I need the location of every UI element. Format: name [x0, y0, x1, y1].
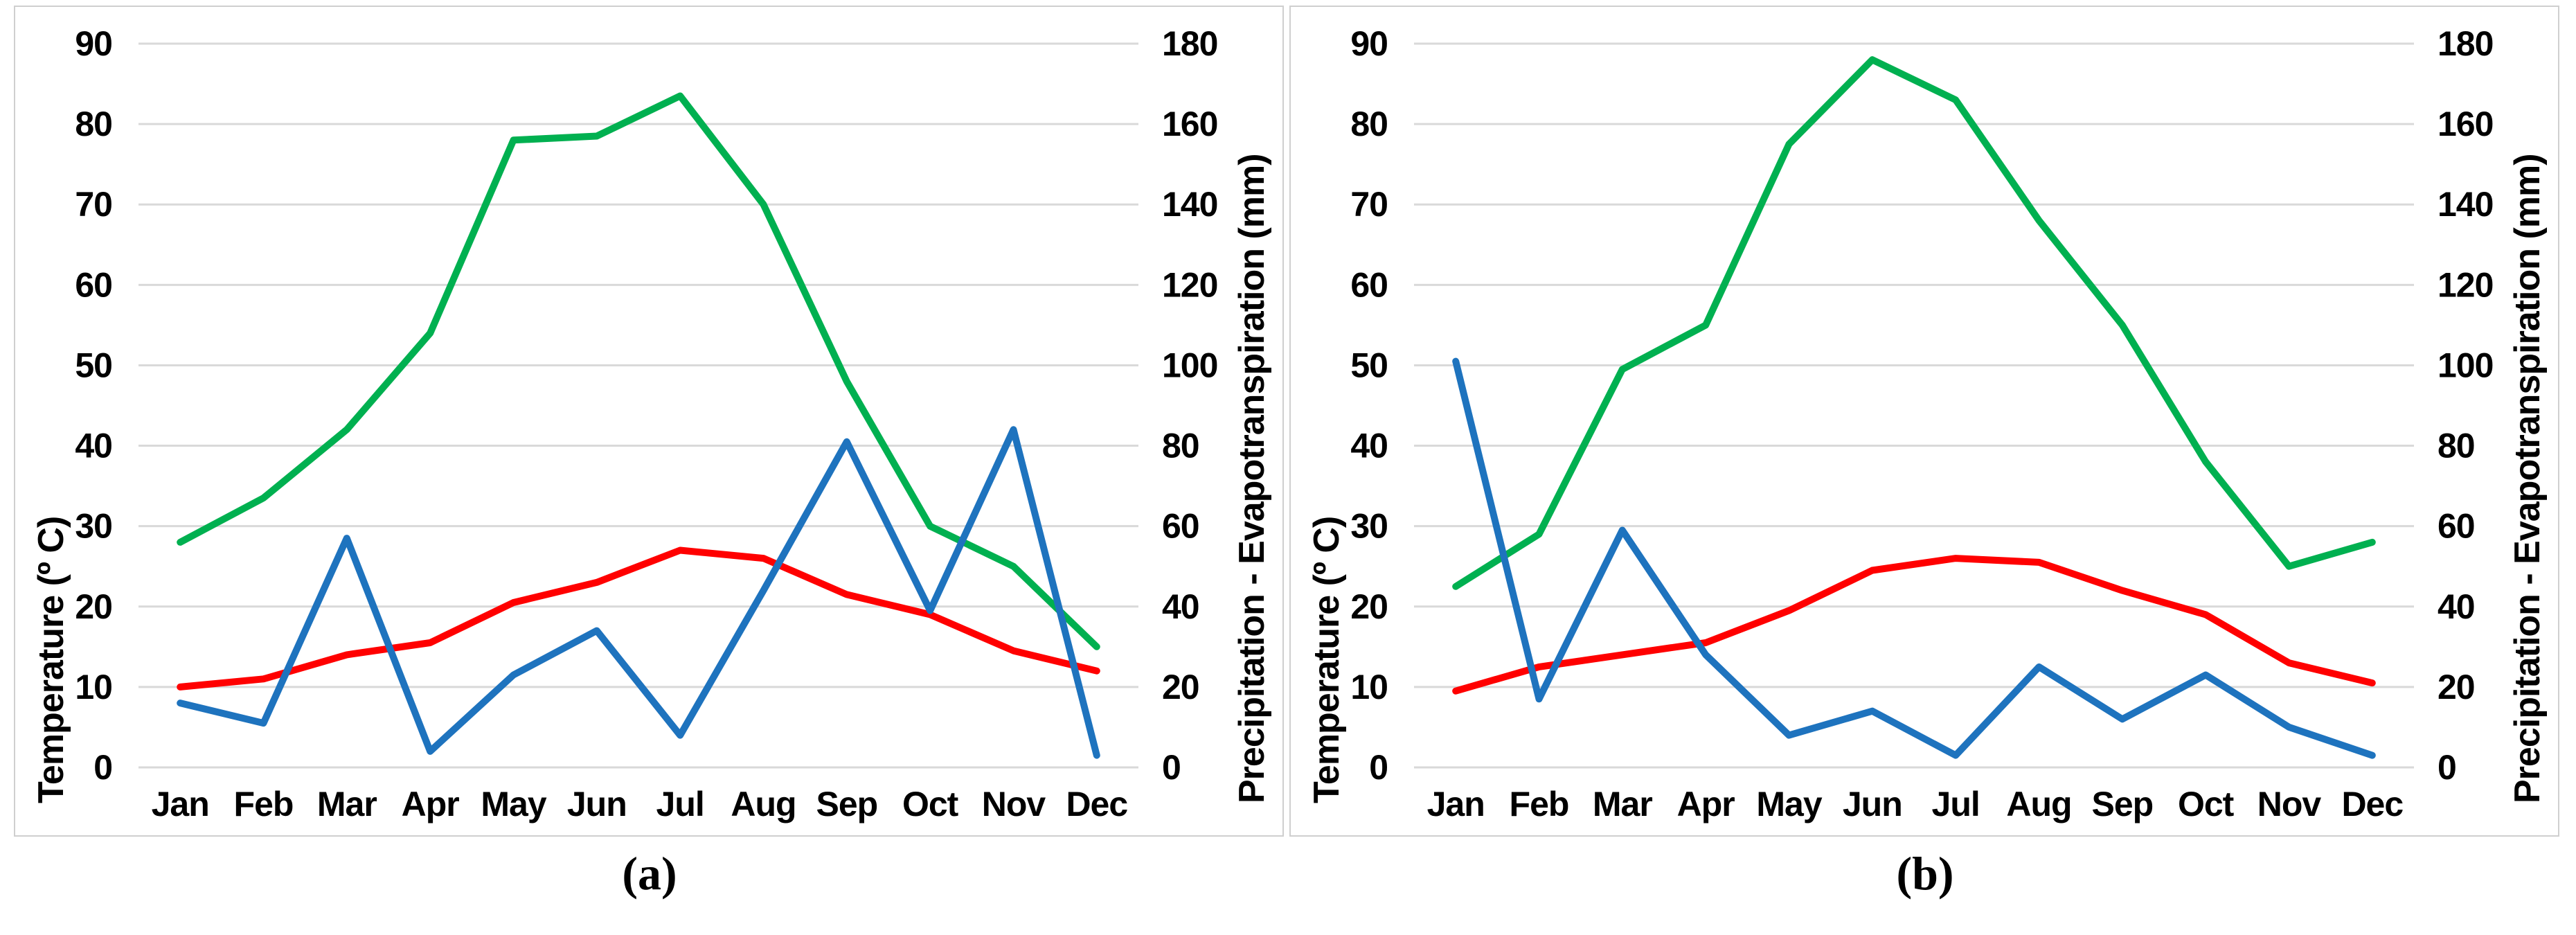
chart-a-left-axis-title: Temperature (º C) — [31, 516, 71, 803]
chart-b-month-Sep: Sep — [2091, 785, 2153, 823]
chart-b-right-tick-0: 0 — [2438, 748, 2456, 787]
chart-b-right-tick-120: 120 — [2438, 265, 2493, 304]
chart-a-left-tick-30: 30 — [75, 507, 112, 546]
chart-b-right-tick-60: 60 — [2438, 507, 2475, 546]
chart-b-month-Aug: Aug — [2006, 785, 2071, 823]
chart-a-right-tick-80: 80 — [1162, 427, 1199, 465]
chart-a-left-tick-90: 90 — [75, 24, 112, 63]
chart-a-month-Jan: Jan — [152, 785, 209, 823]
chart-a-left-tick-20: 20 — [75, 587, 112, 626]
chart-b-series-precipitation-line — [1452, 357, 2376, 759]
chart-a-month-Feb: Feb — [234, 785, 294, 823]
chart-b-month-Feb: Feb — [1510, 785, 1569, 823]
chart-a-month-Sep: Sep — [816, 785, 877, 823]
chart-b-left-tick-30: 30 — [1350, 507, 1388, 546]
chart-b-month-Jun: Jun — [1843, 785, 1902, 823]
chart-a-month-Apr: Apr — [402, 785, 460, 823]
chart-a-left-tick-60: 60 — [75, 265, 112, 304]
chart-b-right-tick-100: 100 — [2438, 346, 2493, 384]
chart-a-right-tick-120: 120 — [1162, 265, 1217, 304]
chart-b-series-evapotranspiration-line — [1452, 56, 2376, 590]
chart-a-right-tick-140: 140 — [1162, 185, 1217, 224]
chart-b-left-tick-0: 0 — [1369, 748, 1388, 787]
chart-a-left-tick-80: 80 — [75, 105, 112, 143]
chart-b-left-tick-50: 50 — [1350, 346, 1388, 384]
chart-a-left-tick-0: 0 — [93, 748, 112, 787]
chart-a-right-axis-title: Precipitation - Evapotranspiration (mm) — [1232, 154, 1272, 803]
chart-b-right-tick-40: 40 — [2438, 587, 2475, 626]
chart-b-month-Dec: Dec — [2341, 785, 2403, 823]
chart-b-left-axis-title: Temperature (º C) — [1307, 516, 1347, 803]
chart-a-series-precipitation-line — [177, 426, 1100, 759]
captions-row: (a) (b) — [0, 839, 2576, 935]
chart-b-left-tick-70: 70 — [1350, 185, 1388, 224]
chart-a-month-Nov: Nov — [982, 785, 1046, 823]
chart-a-left-tick-40: 40 — [75, 427, 112, 465]
chart-a-right-tick-180: 180 — [1162, 24, 1217, 63]
chart-b-month-May: May — [1756, 785, 1822, 823]
chart-b-month-Mar: Mar — [1593, 785, 1652, 823]
chart-a-right-tick-40: 40 — [1162, 587, 1199, 626]
chart-b-month-Jul: Jul — [1932, 785, 1980, 823]
chart-a-right-tick-160: 160 — [1162, 105, 1217, 143]
chart-a-month-Jun: Jun — [567, 785, 627, 823]
chart-b-right-tick-20: 20 — [2438, 668, 2475, 706]
chart-a-month-Oct: Oct — [902, 785, 959, 823]
chart-a-plot: 90 180 80 160 70 140 60 120 50 100 40 80 30 60 20 40 10 2… — [75, 24, 1218, 823]
chart-panel-b: 90 180 80 160 70 140 60 120 50 100 40 80 30 60 20 40 10 2… — [1289, 6, 2559, 837]
chart-a-left-tick-50: 50 — [75, 346, 112, 384]
chart-panel-a: 90 180 80 160 70 140 60 120 50 100 40 80 30 60 20 40 10 2… — [14, 6, 1284, 837]
chart-b-right-tick-140: 140 — [2438, 185, 2493, 224]
chart-b-series-temperature-line — [1452, 555, 2376, 695]
chart-b-left-tick-10: 10 — [1350, 668, 1388, 706]
chart-a-left-tick-10: 10 — [75, 668, 112, 706]
chart-a-month-Mar: Mar — [317, 785, 377, 823]
chart-a-right-tick-0: 0 — [1162, 748, 1181, 787]
chart-b-left-tick-60: 60 — [1350, 265, 1388, 304]
chart-b-month-Nov: Nov — [2257, 785, 2322, 823]
chart-a-month-Jul: Jul — [656, 785, 704, 823]
chart-b-left-tick-80: 80 — [1350, 105, 1388, 143]
chart-a-left-tick-70: 70 — [75, 185, 112, 224]
chart-b-right-tick-180: 180 — [2438, 24, 2493, 63]
chart-b-right-tick-80: 80 — [2438, 427, 2475, 465]
chart-b-left-tick-20: 20 — [1350, 587, 1388, 626]
chart-a-right-tick-60: 60 — [1162, 507, 1199, 546]
chart-b-left-tick-90: 90 — [1350, 24, 1388, 63]
caption-b: (b) — [1896, 847, 1954, 900]
chart-b-left-tick-40: 40 — [1350, 427, 1388, 465]
chart-a-series-evapotranspiration-line — [177, 92, 1100, 650]
chart-a-month-Dec: Dec — [1066, 785, 1127, 823]
chart-b-month-Apr: Apr — [1677, 785, 1735, 823]
chart-a-series-temperature-line — [177, 546, 1100, 691]
chart-a-right-tick-20: 20 — [1162, 668, 1199, 706]
panels-row: 90 180 80 160 70 140 60 120 50 100 40 80 30 60 20 40 10 2… — [14, 6, 2559, 837]
chart-b-right-axis-title: Precipitation - Evapotranspiration (mm) — [2507, 154, 2548, 803]
chart-a-month-Aug: Aug — [731, 785, 796, 823]
caption-a: (a) — [622, 847, 677, 900]
chart-a-right-tick-100: 100 — [1162, 346, 1217, 384]
chart-b-right-tick-160: 160 — [2438, 105, 2493, 143]
chart-a-month-May: May — [481, 785, 546, 823]
chart-b-plot: 90 180 80 160 70 140 60 120 50 100 40 80 30 60 20 40 10 2… — [1350, 24, 2494, 823]
chart-b-month-Jan: Jan — [1427, 785, 1485, 823]
chart-b-month-Oct: Oct — [2178, 785, 2235, 823]
